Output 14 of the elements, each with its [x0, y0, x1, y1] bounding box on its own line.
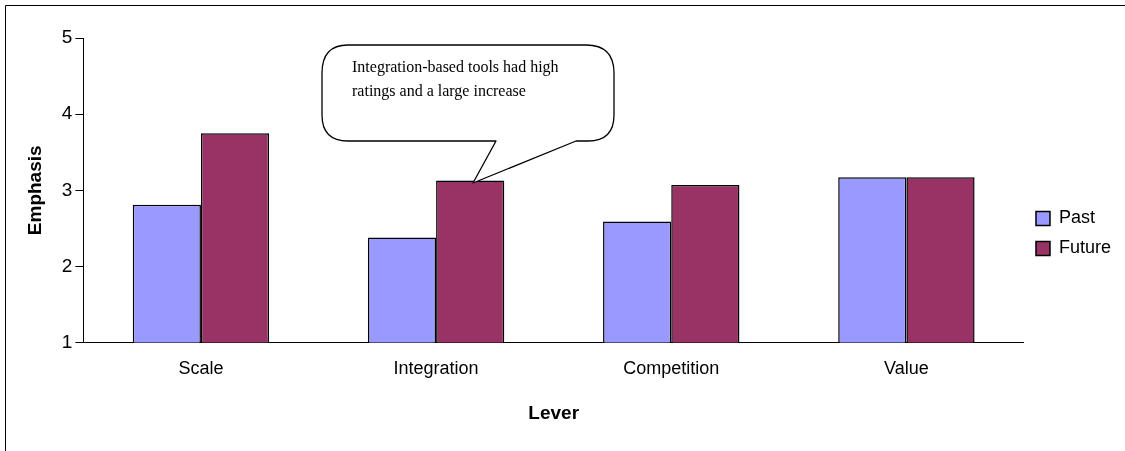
- y-tick-label: 4: [61, 102, 73, 124]
- y-tick-label: 1: [61, 330, 73, 352]
- y-tick-label: 2: [61, 254, 73, 276]
- x-tick-label: Value: [884, 358, 929, 379]
- x-tick-label: Integration: [393, 358, 479, 379]
- y-tick-label: 3: [61, 178, 73, 200]
- y-tick-label: 5: [61, 26, 73, 48]
- y-axis-title: Emphasis: [23, 145, 45, 236]
- x-tick-label: Competition: [623, 358, 720, 379]
- x-tick-label: Scale: [178, 358, 224, 379]
- legend-label: Future: [1058, 237, 1112, 258]
- annotation: Integration-based tools had high ratings and a large increase: [352, 57, 560, 102]
- legend-label: Past: [1058, 207, 1096, 228]
- x-axis-title: Lever: [528, 401, 580, 423]
